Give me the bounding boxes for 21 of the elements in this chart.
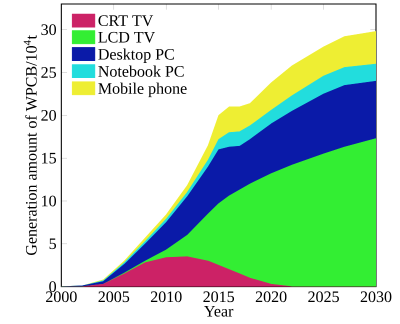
y-tick-label: 0: [49, 281, 56, 292]
legend-label: Mobile phone: [98, 82, 187, 98]
legend-label: Desktop PC: [98, 48, 174, 63]
x-tick-label: 2015: [203, 291, 234, 302]
x-tick-label: 2020: [256, 291, 286, 302]
y-tick-label: 30: [41, 24, 56, 36]
x-tick-label: 2010: [150, 291, 182, 302]
y-tick-label: 15: [42, 152, 56, 164]
x-tick-label: 2000: [46, 291, 77, 302]
legend-label: LCD TV: [98, 32, 156, 43]
x-tick-label: 2005: [98, 291, 130, 302]
legend-label: Notebook PC: [98, 66, 184, 77]
y-tick-label: 25: [41, 67, 56, 78]
y-axis-title: Generation amount of WPCB/10$^{4}$t: [24, 35, 37, 255]
y-tick-label: 20: [41, 110, 56, 121]
y-tick-label: 5: [50, 238, 56, 250]
y-tick-label: 10: [42, 196, 56, 206]
x-tick-label: 2030: [360, 291, 392, 302]
x-axis-title: Year: [204, 306, 234, 317]
legend-label: CRT TV: [98, 15, 154, 26]
x-tick-label: 2025: [308, 291, 339, 302]
